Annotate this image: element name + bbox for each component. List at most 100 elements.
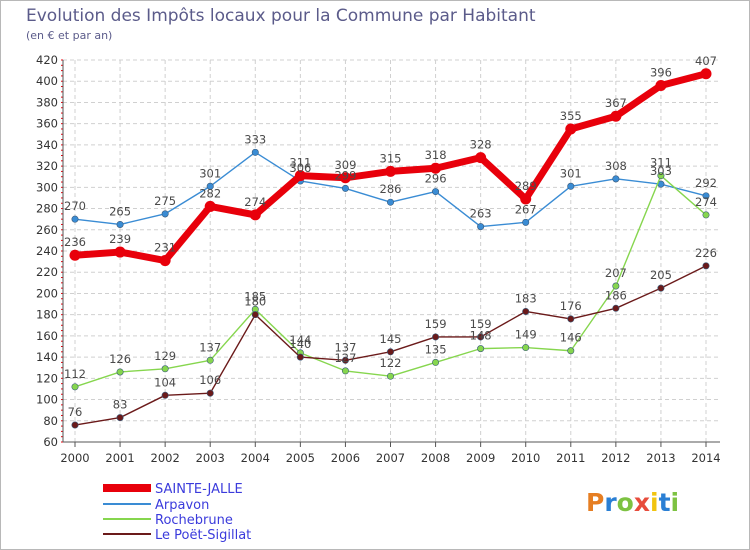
- data-point: [159, 255, 171, 267]
- data-label: 83: [113, 398, 128, 412]
- x-tick-label: 2004: [241, 451, 270, 465]
- data-label: 176: [560, 299, 582, 313]
- data-label: 207: [605, 266, 627, 280]
- y-tick-label: 380: [36, 95, 58, 109]
- data-point: [71, 383, 79, 391]
- data-point: [432, 358, 440, 366]
- data-label: 180: [244, 295, 266, 309]
- data-point: [610, 110, 622, 122]
- logo-letter: i: [670, 488, 680, 517]
- x-tick-label: 2002: [151, 451, 180, 465]
- data-point: [161, 210, 169, 218]
- data-point: [161, 365, 169, 373]
- data-label: 270: [64, 199, 86, 213]
- data-point: [71, 215, 79, 223]
- data-point: [71, 421, 79, 429]
- y-tick-label: 400: [36, 74, 58, 88]
- data-point: [702, 211, 710, 219]
- data-label: 318: [425, 148, 447, 162]
- y-tick-label: 200: [36, 286, 58, 300]
- x-tick-label: 2011: [556, 451, 585, 465]
- data-label: 137: [199, 340, 221, 354]
- data-point: [249, 209, 261, 221]
- data-label: 226: [695, 246, 717, 260]
- y-tick-label: 420: [36, 53, 58, 67]
- data-label: 126: [109, 352, 131, 366]
- proxiti-logo: Proxiti: [586, 488, 679, 517]
- data-label: 106: [199, 373, 221, 387]
- data-point: [567, 347, 575, 355]
- x-tick-label: 2005: [286, 451, 315, 465]
- data-point: [116, 220, 124, 228]
- data-point: [657, 172, 665, 180]
- data-label: 296: [425, 172, 447, 186]
- data-label: 355: [560, 109, 582, 123]
- data-label: 145: [380, 332, 402, 346]
- data-point: [612, 304, 620, 312]
- data-label: 146: [560, 331, 582, 345]
- data-point: [341, 356, 349, 364]
- data-label: 185: [244, 289, 266, 303]
- data-label: 286: [380, 182, 402, 196]
- legend-label: SAINTE-JALLE: [155, 482, 243, 497]
- y-tick-label: 100: [36, 393, 58, 407]
- data-label: 265: [109, 204, 131, 218]
- data-point: [700, 68, 712, 80]
- data-label: 311: [650, 156, 672, 170]
- data-point: [432, 188, 440, 196]
- data-label: 306: [289, 161, 311, 175]
- data-label: 137: [334, 340, 356, 354]
- data-label: 127: [334, 351, 356, 365]
- data-point: [386, 372, 394, 380]
- y-tick-label: 260: [36, 223, 58, 237]
- data-label: 303: [650, 164, 672, 178]
- x-tick-label: 2010: [511, 451, 540, 465]
- legend-label: Arpavon: [155, 498, 209, 513]
- data-label: 148: [470, 329, 492, 343]
- data-label: 299: [334, 168, 356, 182]
- x-tick-label: 2006: [331, 451, 360, 465]
- data-label: 308: [605, 159, 627, 173]
- y-tick-label: 160: [36, 329, 58, 343]
- x-tick-label: 2008: [421, 451, 450, 465]
- data-point: [612, 175, 620, 183]
- data-label: 122: [380, 356, 402, 370]
- data-point: [386, 198, 394, 206]
- data-point: [702, 262, 710, 270]
- data-point: [432, 333, 440, 341]
- data-point: [565, 123, 577, 135]
- data-point: [477, 333, 485, 341]
- data-label: 205: [650, 268, 672, 282]
- logo-letter: x: [633, 488, 650, 517]
- data-label: 140: [289, 337, 311, 351]
- data-point: [567, 182, 575, 190]
- data-label: 149: [515, 328, 537, 342]
- data-label: 301: [560, 166, 582, 180]
- chart-title: Evolution des Impôts locaux pour la Comm…: [26, 6, 536, 26]
- data-point: [657, 284, 665, 292]
- data-point: [116, 368, 124, 376]
- data-label: 239: [109, 232, 131, 246]
- data-label: 129: [154, 349, 176, 363]
- legend-label: Rochebrune: [155, 513, 233, 528]
- data-point: [522, 344, 530, 352]
- data-label: 186: [605, 288, 627, 302]
- data-label: 263: [470, 207, 492, 221]
- data-label: 396: [650, 65, 672, 79]
- data-point: [567, 315, 575, 323]
- data-label: 104: [154, 375, 176, 389]
- y-tick-label: 80: [43, 414, 58, 428]
- data-point: [612, 282, 620, 290]
- x-tick-label: 2007: [376, 451, 405, 465]
- y-tick-label: 120: [36, 371, 58, 385]
- data-point: [204, 200, 216, 212]
- data-point: [69, 249, 81, 261]
- data-point: [341, 367, 349, 375]
- data-label: 328: [470, 138, 492, 152]
- data-label: 407: [695, 54, 717, 68]
- x-tick-label: 2014: [691, 451, 720, 465]
- data-label: 183: [515, 291, 537, 305]
- data-label: 275: [154, 194, 176, 208]
- data-point: [655, 79, 667, 91]
